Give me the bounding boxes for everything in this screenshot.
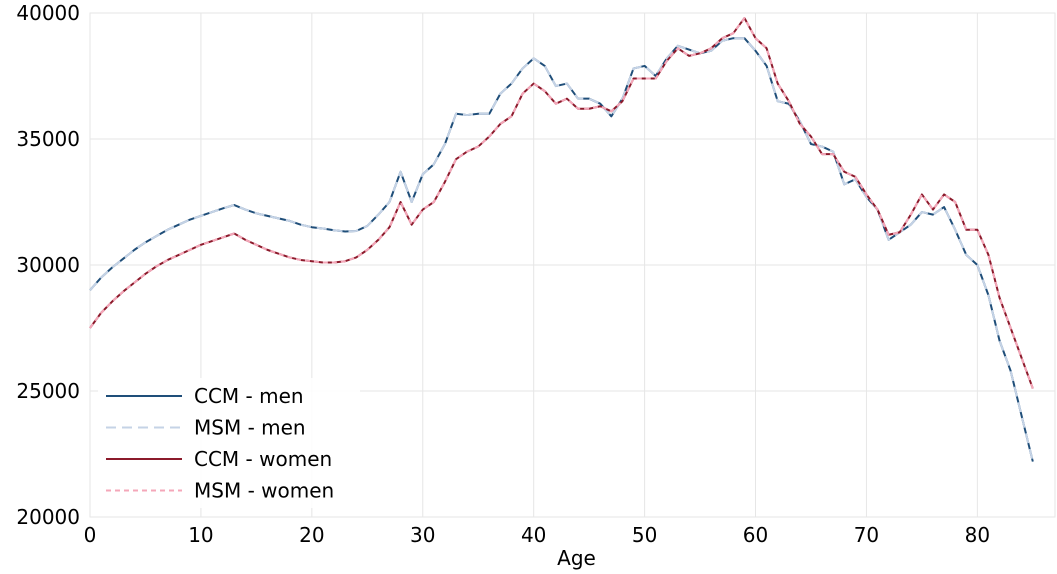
axes: 0 10 20 30 40 50 60 70 80 20000 25000 30000 35000 400… — [16, 1, 990, 547]
x-tick-label: 10 — [188, 523, 213, 547]
x-axis-title: Age — [557, 546, 596, 570]
series-lines — [89, 17, 1034, 462]
plot-frame — [89, 12, 1056, 518]
x-tick-label: 80 — [965, 523, 990, 547]
x-tick-label: 60 — [743, 523, 768, 547]
legend-background — [98, 378, 360, 508]
y-tick-label: 35000 — [16, 127, 80, 151]
y-tick-label: 40000 — [16, 1, 80, 25]
legend-label: CCM - men — [194, 384, 304, 408]
series-line — [89, 17, 1034, 389]
series-line — [89, 17, 1034, 389]
x-tick-label: 50 — [632, 523, 657, 547]
legend-label: CCM - women — [194, 447, 332, 471]
y-tick-label: 20000 — [16, 505, 80, 529]
legend-label: MSM - men — [194, 416, 306, 440]
legend: CCM - men MSM - men CCM - women MSM - women — [98, 378, 360, 508]
y-tick-label: 25000 — [16, 379, 80, 403]
x-tick-label: 20 — [299, 523, 324, 547]
y-tick-label: 30000 — [16, 253, 80, 277]
x-tick-label: 70 — [854, 523, 879, 547]
x-tick-label: 40 — [521, 523, 546, 547]
x-tick-label: 30 — [410, 523, 435, 547]
x-tick-label: 0 — [84, 523, 97, 547]
legend-label: MSM - women — [194, 479, 334, 503]
